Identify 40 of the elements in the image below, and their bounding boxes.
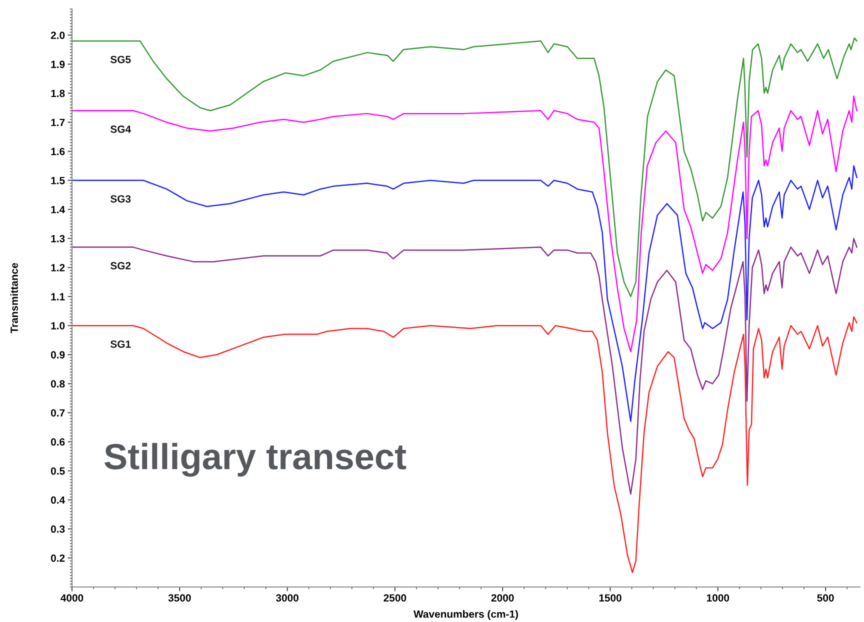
x-tick-label: 500	[817, 594, 834, 602]
x-tick-label: 4000	[60, 594, 84, 602]
series-label: SG3	[110, 195, 131, 203]
x-axis-title: Wavenumbers (cm-1)	[414, 610, 518, 620]
line-series	[72, 238, 858, 495]
y-tick-label: 0.9	[50, 351, 65, 359]
y-tick-label: 1.1	[51, 293, 65, 300]
y-tick-label: 0.5	[50, 467, 65, 475]
line-series	[72, 165, 858, 422]
series-label: SG2	[110, 262, 131, 270]
y-tick-label: 1.0	[51, 322, 65, 330]
y-tick-label: 0.8	[50, 380, 65, 388]
y-tick-label: 1.5	[51, 176, 65, 184]
x-tick-label: 1500	[599, 594, 622, 602]
series-label: SG5	[110, 56, 131, 64]
y-tick-label: 1.8	[51, 90, 65, 98]
y-tick-label: 1.9	[51, 60, 65, 68]
y-tick-label: 0.4	[50, 496, 65, 504]
x-tick-label: 3500	[168, 594, 191, 602]
line-series	[72, 37, 858, 298]
y-axis-title: Transmittance	[10, 263, 18, 334]
line-series	[72, 96, 858, 352]
y-tick-label: 0.3	[50, 525, 65, 533]
x-tick-label: 2000	[491, 594, 514, 602]
y-tick-label: 1.6	[51, 148, 65, 156]
x-tick-label: 2500	[384, 594, 406, 602]
annotation: Stilligary transect	[104, 442, 406, 477]
series-label: SG1	[110, 340, 131, 348]
y-tick-label: 1.2	[51, 264, 65, 272]
y-tick-label: 0.7	[50, 409, 65, 417]
y-tick-label: 1.3	[51, 234, 65, 242]
y-tick-label: 0.6	[50, 438, 65, 446]
series-label: SG4	[110, 126, 131, 133]
line-series	[72, 316, 858, 574]
y-tick-label: 2.0	[50, 32, 65, 40]
y-tick-label: 1.4	[51, 206, 65, 214]
y-tick-label: 1.7	[51, 118, 65, 126]
y-tick-label: 0.2	[50, 554, 65, 562]
x-tick-label: 1000	[706, 594, 730, 602]
x-tick-label: 3000	[276, 594, 298, 602]
